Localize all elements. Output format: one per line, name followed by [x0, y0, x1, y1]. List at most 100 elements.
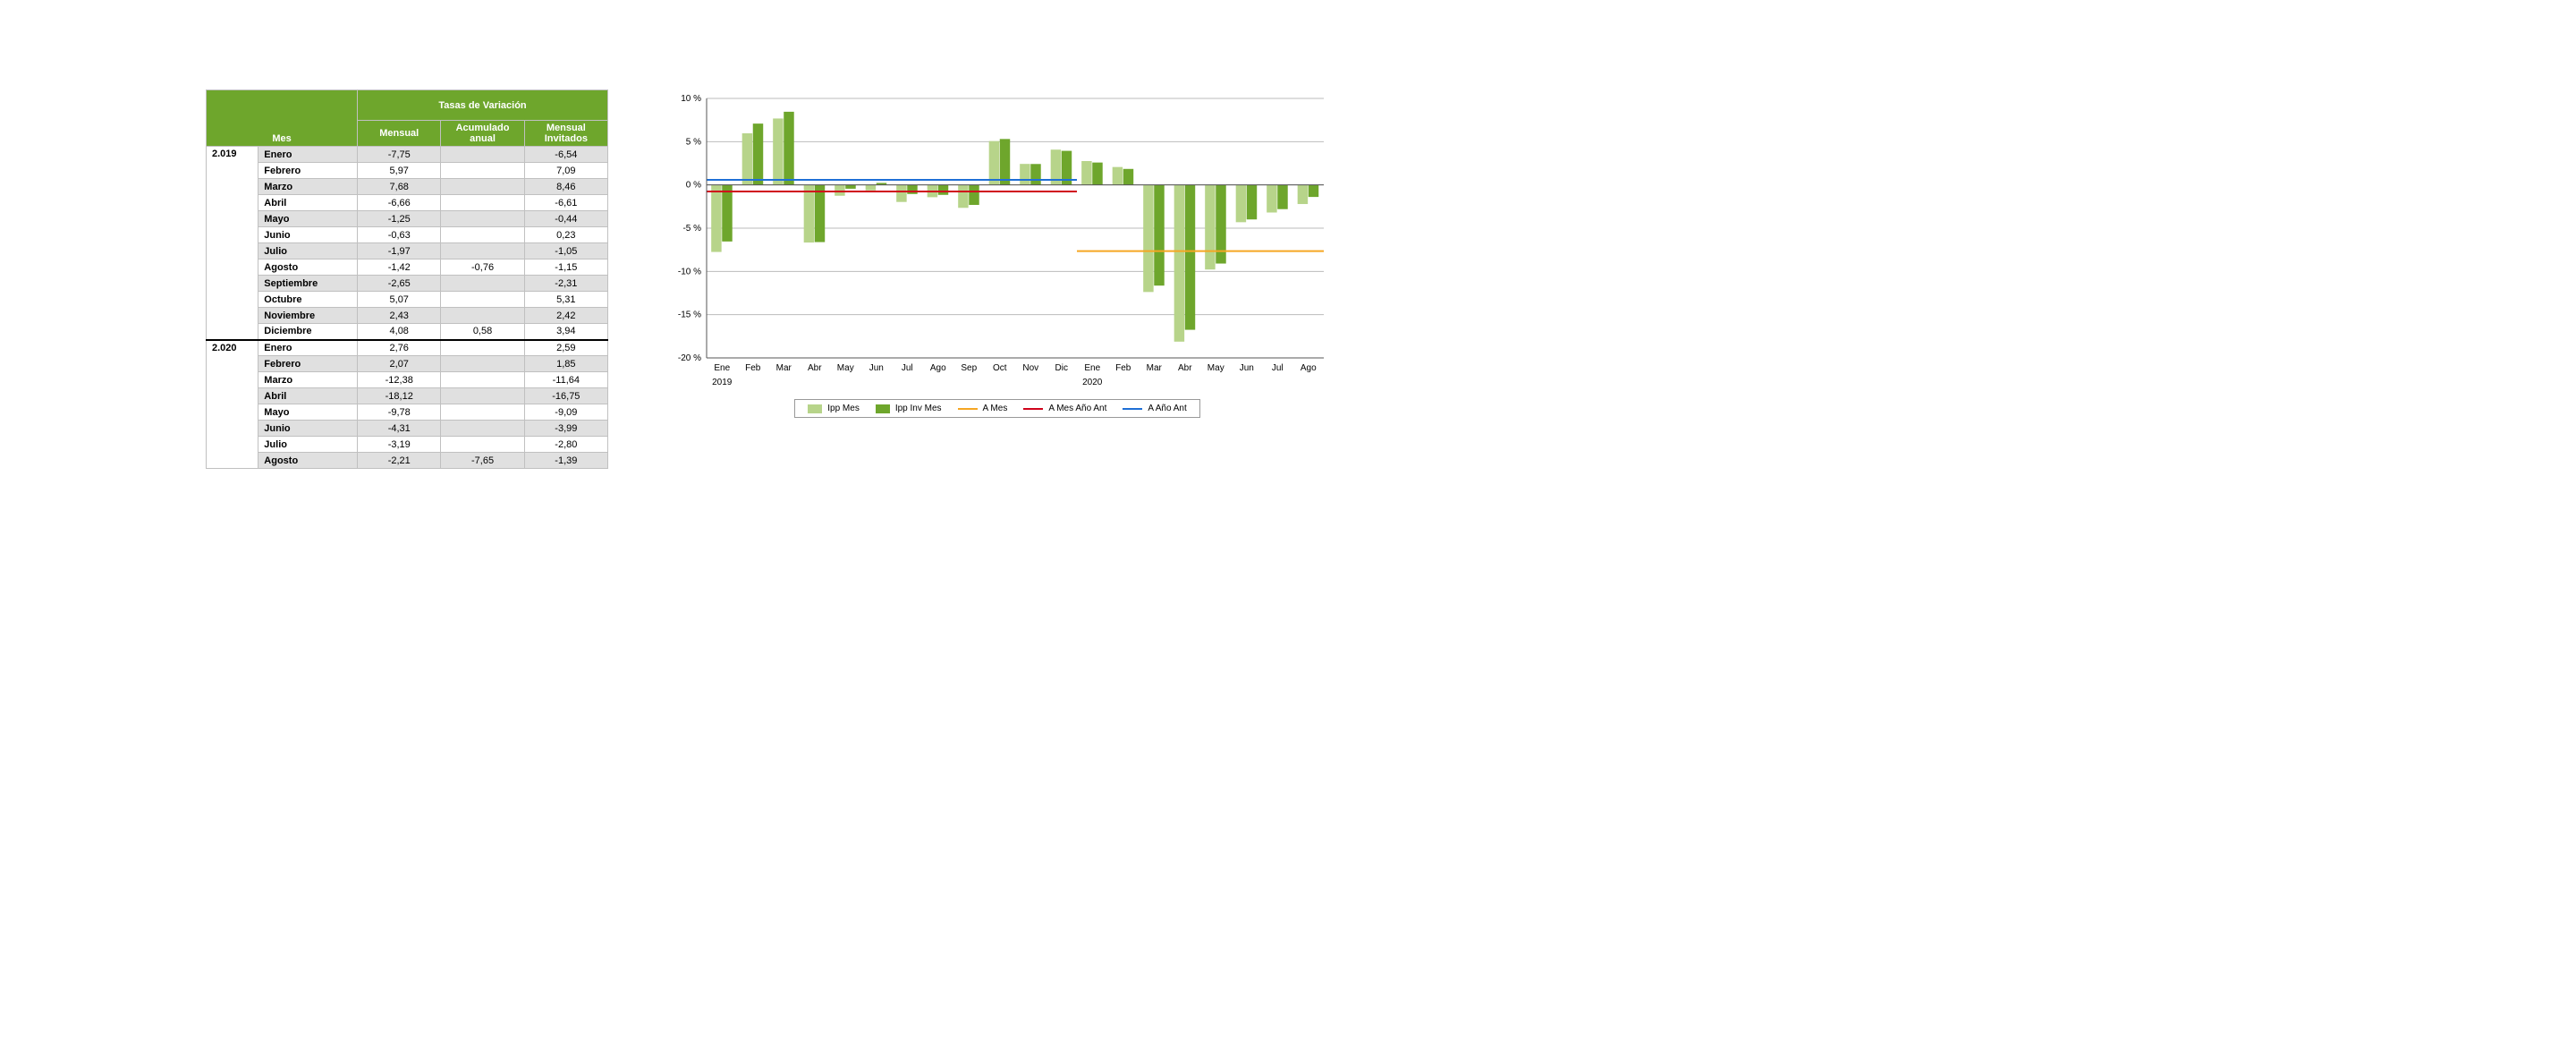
value-cell: 2,07 [358, 356, 441, 372]
bar [1092, 163, 1102, 185]
x-year-label: 2020 [1082, 378, 1103, 387]
table-row: Marzo-12,38-11,64 [207, 372, 608, 388]
legend-item: A Año Ant [1123, 404, 1186, 413]
variation-chart: -20 %-15 %-10 %-5 %0 %5 %10 %EneFebMarAb… [662, 89, 1333, 418]
bar [1000, 139, 1010, 184]
x-tick-label: Jul [1272, 363, 1284, 373]
month-cell: Diciembre [258, 324, 358, 340]
value-cell: -0,76 [441, 259, 524, 276]
value-cell: 3,94 [524, 324, 607, 340]
value-cell: -2,31 [524, 276, 607, 292]
table-row: Julio-1,97-1,05 [207, 243, 608, 259]
value-cell: -1,97 [358, 243, 441, 259]
bar [938, 185, 948, 195]
bar [896, 185, 906, 202]
value-cell [441, 308, 524, 324]
value-cell: 2,42 [524, 308, 607, 324]
bar [722, 185, 732, 242]
month-cell: Abril [258, 195, 358, 211]
value-cell [441, 211, 524, 227]
value-cell: 5,07 [358, 292, 441, 308]
bar [989, 141, 999, 185]
x-tick-label: Sep [961, 363, 977, 373]
bar [1020, 164, 1030, 184]
bar [804, 185, 814, 242]
legend-label: A Mes [983, 404, 1008, 413]
bar [784, 112, 793, 185]
table-row: Noviembre2,432,42 [207, 308, 608, 324]
table-row: Junio-0,630,23 [207, 227, 608, 243]
value-cell: 7,68 [358, 179, 441, 195]
x-tick-label: Nov [1022, 363, 1038, 373]
table-row: Febrero5,977,09 [207, 163, 608, 179]
table-row: Diciembre4,080,583,94 [207, 324, 608, 340]
x-tick-label: Jul [902, 363, 913, 373]
page-root: Mes Tasas de Variación Mensual Acumulado… [0, 0, 2576, 505]
value-cell: -0,44 [524, 211, 607, 227]
legend-label: Ipp Inv Mes [895, 404, 942, 413]
value-cell [441, 147, 524, 163]
month-cell: Junio [258, 421, 358, 437]
x-tick-label: May [1208, 363, 1224, 373]
value-cell: -6,61 [524, 195, 607, 211]
month-cell: Mayo [258, 404, 358, 421]
table-row: Mayo-9,78-9,09 [207, 404, 608, 421]
bar [1247, 185, 1257, 220]
table-row: 2.019Enero-7,75-6,54 [207, 147, 608, 163]
y-tick-label: -20 % [678, 353, 701, 363]
table-row: Mayo-1,25-0,44 [207, 211, 608, 227]
value-cell [441, 195, 524, 211]
value-cell: -2,80 [524, 437, 607, 453]
col-group-tasas: Tasas de Variación [358, 90, 608, 121]
x-tick-label: Ago [1301, 363, 1317, 373]
bar [1267, 185, 1276, 213]
value-cell: -0,63 [358, 227, 441, 243]
value-cell: -9,09 [524, 404, 607, 421]
value-cell: 8,46 [524, 179, 607, 195]
legend-line-icon [958, 408, 978, 410]
value-cell [441, 388, 524, 404]
legend-line-icon [1123, 408, 1142, 410]
bar [1205, 185, 1215, 270]
value-cell: -6,54 [524, 147, 607, 163]
value-cell [441, 340, 524, 356]
month-cell: Septiembre [258, 276, 358, 292]
x-tick-label: Jun [869, 363, 884, 373]
col-acum: Acumulado anual [441, 121, 524, 147]
bar [1185, 185, 1195, 330]
value-cell [441, 163, 524, 179]
bar [815, 185, 825, 242]
value-cell: -3,99 [524, 421, 607, 437]
x-tick-label: May [837, 363, 854, 373]
value-cell: -2,21 [358, 453, 441, 469]
y-tick-label: -10 % [678, 267, 701, 276]
table-row: Febrero2,071,85 [207, 356, 608, 372]
month-cell: Junio [258, 227, 358, 243]
bar [958, 185, 968, 208]
bar [1154, 185, 1164, 286]
value-cell [441, 372, 524, 388]
table-body: 2.019Enero-7,75-6,54Febrero5,977,09Marzo… [207, 147, 608, 469]
table-row: 2.020Enero2,762,59 [207, 340, 608, 356]
bar [711, 185, 721, 252]
legend-label: Ipp Mes [827, 404, 860, 413]
variation-table: Mes Tasas de Variación Mensual Acumulado… [206, 89, 608, 469]
legend-item: A Mes [958, 404, 1008, 413]
table-row: Agosto-1,42-0,76-1,15 [207, 259, 608, 276]
y-tick-label: -15 % [678, 310, 701, 320]
bar [1309, 185, 1318, 197]
bar [1277, 185, 1287, 209]
bar [742, 133, 752, 185]
month-cell: Agosto [258, 453, 358, 469]
chart-legend: Ipp MesIpp Inv MesA MesA Mes Año AntA Añ… [794, 399, 1200, 418]
bar [1113, 167, 1123, 185]
value-cell: 1,85 [524, 356, 607, 372]
bar [835, 185, 844, 196]
col-mensual: Mensual [358, 121, 441, 147]
value-cell: -7,65 [441, 453, 524, 469]
table-row: Agosto-2,21-7,65-1,39 [207, 453, 608, 469]
value-cell: -7,75 [358, 147, 441, 163]
value-cell: -2,65 [358, 276, 441, 292]
legend-swatch-icon [876, 404, 890, 413]
y-tick-label: -5 % [682, 224, 701, 234]
